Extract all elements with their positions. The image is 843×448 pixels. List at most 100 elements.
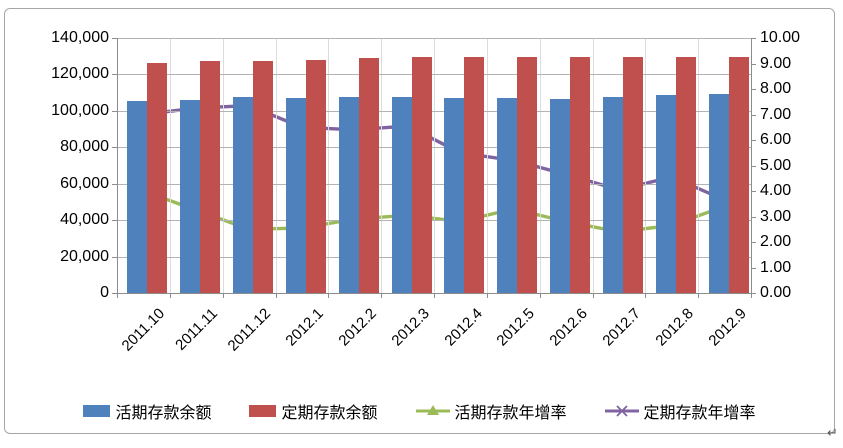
y-axis-tick-right bbox=[751, 216, 756, 218]
x-axis-label: 2012.2 bbox=[335, 305, 380, 350]
y-axis-tick bbox=[112, 110, 117, 112]
x-axis-label: 2012.9 bbox=[705, 305, 750, 350]
y-axis-tick-right bbox=[751, 165, 756, 167]
grid-line-vertical bbox=[434, 38, 435, 293]
x-axis-tick bbox=[117, 293, 118, 298]
bar-time-balance bbox=[358, 57, 379, 293]
y-axis-tick-right bbox=[751, 267, 756, 269]
x-axis-tick bbox=[169, 293, 171, 298]
y-axis-tick-label-right: 2.00 bbox=[760, 233, 792, 250]
legend-line-triangle-icon bbox=[415, 404, 450, 418]
bar-demand-balance bbox=[708, 94, 729, 293]
grid-line-vertical bbox=[698, 38, 700, 293]
y-axis-tick-label-right: 0.00 bbox=[760, 284, 792, 301]
legend-item-0: 活期存款余额 bbox=[83, 399, 211, 423]
grid-line-vertical bbox=[169, 38, 171, 293]
y-axis-tick bbox=[112, 293, 117, 294]
y-axis-tick-label: 0 bbox=[100, 284, 109, 301]
x-axis-label: 2012.1 bbox=[282, 305, 327, 350]
bar-demand-balance bbox=[497, 98, 518, 293]
bar-time-balance bbox=[411, 56, 432, 293]
x-axis-label: 2012.6 bbox=[546, 305, 592, 350]
bar-time-balance bbox=[728, 56, 749, 293]
legend-swatch-demand-balance bbox=[83, 405, 111, 417]
grid-line-vertical bbox=[381, 38, 383, 293]
x-axis-label: 2012.7 bbox=[599, 305, 644, 350]
x-axis-tick bbox=[328, 293, 330, 298]
x-axis-tick bbox=[539, 293, 541, 298]
legend-item-2: 活期存款年增率 bbox=[415, 399, 567, 423]
y-axis-tick-label: 140,000 bbox=[51, 29, 109, 46]
grid-line-vertical bbox=[486, 38, 488, 293]
grid-line-vertical bbox=[592, 38, 594, 293]
grid-line-horizontal bbox=[117, 38, 751, 39]
bar-time-balance bbox=[200, 61, 221, 293]
x-axis-tick bbox=[751, 293, 752, 298]
y-axis-tick bbox=[112, 38, 117, 39]
x-axis-tick bbox=[486, 293, 488, 298]
y-axis-tick-label: 60,000 bbox=[60, 174, 109, 192]
plot-area bbox=[112, 38, 756, 298]
legend: 活期存款余额 定期存款余额 活期存款年增率 定期存款年增率 bbox=[15, 399, 824, 423]
bar-demand-balance bbox=[391, 97, 412, 293]
legend-line-glyph bbox=[415, 405, 450, 415]
grid-line-vertical bbox=[275, 38, 277, 293]
y-axis-tick-right bbox=[751, 242, 756, 243]
x-axis-label: 2012.5 bbox=[493, 305, 539, 350]
bar-demand-balance bbox=[550, 98, 571, 293]
return-mark: ↵ bbox=[827, 425, 838, 440]
y-axis-tick-label: 120,000 bbox=[51, 65, 109, 83]
axis-line-left bbox=[117, 38, 118, 293]
x-axis-label: 2012.3 bbox=[388, 305, 433, 350]
bar-demand-balance bbox=[233, 97, 254, 293]
y-axis-tick-right bbox=[751, 114, 756, 116]
y-axis-tick-label: 100,000 bbox=[51, 101, 109, 119]
legend-swatch-time-balance bbox=[249, 405, 277, 417]
bar-demand-balance bbox=[180, 99, 201, 293]
x-axis-label: 2012.4 bbox=[440, 305, 486, 350]
y-axis-tick-label-right: 3.00 bbox=[760, 207, 792, 225]
y-axis-tick-right bbox=[751, 63, 756, 65]
legend-label-1: 定期存款余额 bbox=[281, 405, 378, 422]
grid-line-horizontal bbox=[117, 183, 751, 185]
y-axis-tick-right bbox=[751, 293, 756, 294]
x-axis-tick bbox=[381, 293, 383, 298]
x-axis-tick bbox=[434, 293, 435, 298]
bar-demand-balance bbox=[444, 98, 465, 293]
x-axis-label: 2011.12 bbox=[224, 305, 275, 355]
grid-line-horizontal bbox=[117, 147, 751, 149]
x-axis-label: 2011.10 bbox=[118, 305, 169, 355]
bar-time-balance bbox=[253, 61, 274, 293]
bar-time-balance bbox=[570, 56, 591, 293]
x-axis-tick bbox=[592, 293, 594, 298]
y-axis-tick-right bbox=[751, 38, 756, 39]
y-axis-tick-label: 20,000 bbox=[60, 247, 109, 265]
y-axis-tick-label-right: 6.00 bbox=[760, 131, 792, 148]
bar-demand-balance bbox=[285, 97, 306, 293]
y-axis-tick-label-right: 9.00 bbox=[760, 54, 792, 72]
y-axis-tick-label-right: 10.00 bbox=[760, 29, 801, 46]
grid-line-horizontal bbox=[117, 220, 751, 222]
bar-time-balance bbox=[305, 59, 326, 293]
bar-time-balance bbox=[517, 56, 538, 293]
grid-line-horizontal bbox=[117, 74, 751, 76]
y-axis-tick-right bbox=[751, 140, 756, 141]
bar-demand-balance bbox=[338, 96, 359, 293]
x-axis-label: 2012.8 bbox=[652, 305, 697, 350]
bar-time-balance bbox=[464, 56, 485, 293]
grid-line-horizontal bbox=[117, 110, 751, 112]
legend-item-1: 定期存款余额 bbox=[249, 399, 378, 423]
y-axis-tick-label: 40,000 bbox=[60, 211, 109, 229]
grid-line-vertical bbox=[645, 38, 647, 293]
bar-time-balance bbox=[147, 62, 168, 293]
y-axis-tick-label: 80,000 bbox=[60, 138, 109, 156]
y-axis-tick-label-right: 7.00 bbox=[760, 105, 792, 123]
y-axis-tick-label-right: 4.00 bbox=[760, 182, 792, 199]
legend-label-2: 活期存款年增率 bbox=[454, 405, 567, 422]
y-axis-tick bbox=[112, 256, 117, 258]
bar-demand-balance bbox=[602, 96, 623, 293]
grid-line-horizontal bbox=[117, 256, 751, 258]
y-axis-tick bbox=[112, 183, 117, 185]
bar-demand-balance bbox=[655, 95, 676, 293]
